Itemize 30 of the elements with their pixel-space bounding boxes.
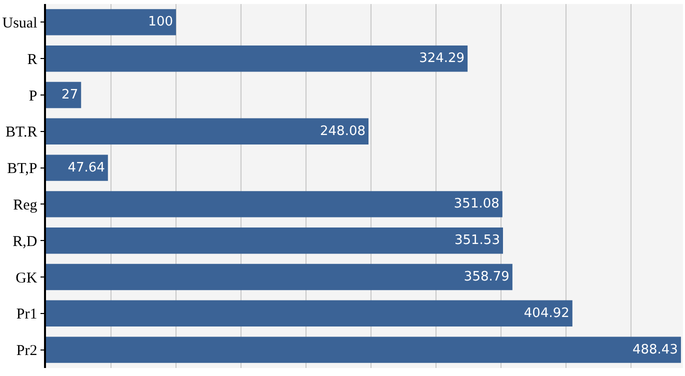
y-tick-label: Usual	[2, 15, 38, 32]
bar	[46, 264, 512, 290]
bar	[46, 191, 502, 218]
data-label: 27	[62, 88, 78, 102]
data-label: 488.43	[632, 342, 678, 358]
bar	[46, 82, 82, 108]
data-label: 404.92	[524, 306, 570, 321]
y-tick-label: P	[28, 88, 38, 104]
data-label: 324.29	[419, 51, 465, 66]
y-tick-label: R	[27, 52, 38, 68]
bar	[46, 9, 176, 36]
data-label: 100	[148, 14, 173, 30]
y-tick-label: Pr1	[16, 306, 38, 323]
y-tick-label: GK	[16, 270, 38, 286]
bar	[46, 300, 572, 326]
data-label: 358.79	[464, 270, 510, 284]
data-label: 248.08	[320, 124, 366, 139]
bar	[46, 118, 368, 144]
y-tick-label: R,D	[12, 234, 38, 250]
bar	[46, 154, 108, 181]
data-label: 47.64	[68, 160, 105, 176]
bar	[46, 228, 503, 254]
y-tick-label: Pr2	[16, 343, 38, 360]
bar	[46, 46, 468, 72]
bar	[46, 336, 681, 363]
data-label: 351.08	[454, 196, 500, 212]
data-label: 351.53	[454, 233, 500, 248]
y-tick-label: Reg	[13, 197, 38, 214]
y-tick-label: BT,P	[7, 161, 38, 178]
y-tick-label: BT.R	[5, 124, 38, 141]
